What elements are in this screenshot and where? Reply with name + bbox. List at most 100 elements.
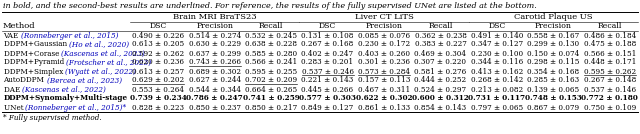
Text: 0.664 ± 0.265: 0.664 ± 0.265 bbox=[245, 85, 297, 94]
Text: 0.595 ± 0.262: 0.595 ± 0.262 bbox=[584, 68, 636, 75]
Text: 0.544 ± 0.344: 0.544 ± 0.344 bbox=[189, 85, 241, 94]
Text: Recall: Recall bbox=[259, 22, 284, 30]
Text: (Bercea et al., 2023): (Bercea et al., 2023) bbox=[47, 77, 122, 85]
Text: 0.854 ± 0.143: 0.854 ± 0.143 bbox=[414, 103, 467, 111]
Text: Carotid Plaque US: Carotid Plaque US bbox=[514, 13, 593, 21]
Text: 0.213 ± 0.082: 0.213 ± 0.082 bbox=[471, 85, 523, 94]
Text: 0.362 ± 0.238: 0.362 ± 0.238 bbox=[415, 31, 467, 40]
Text: 0.613 ± 0.205: 0.613 ± 0.205 bbox=[132, 40, 184, 49]
Text: 0.585 ± 0.280: 0.585 ± 0.280 bbox=[245, 49, 297, 57]
Text: 0.622 ± 0.302: 0.622 ± 0.302 bbox=[356, 94, 412, 103]
Text: 0.702 ± 0.209: 0.702 ± 0.209 bbox=[245, 77, 297, 85]
Text: 0.566 ± 0.241: 0.566 ± 0.241 bbox=[245, 59, 297, 66]
Text: 0.150 ± 0.074: 0.150 ± 0.074 bbox=[527, 49, 579, 57]
Text: 0.748 ± 0.153: 0.748 ± 0.153 bbox=[525, 94, 582, 103]
Text: * Fully supervised method.: * Fully supervised method. bbox=[3, 113, 102, 122]
Text: (Ronneberger et al., 2015): (Ronneberger et al., 2015) bbox=[21, 31, 118, 40]
Text: DDPM+Corase: DDPM+Corase bbox=[3, 49, 61, 57]
Text: VAE: VAE bbox=[3, 31, 21, 40]
Text: 0.743 ± 0.266: 0.743 ± 0.266 bbox=[189, 59, 241, 66]
Text: (Ho et al., 2020): (Ho et al., 2020) bbox=[69, 40, 129, 49]
Text: 0.850 ± 0.237: 0.850 ± 0.237 bbox=[189, 103, 241, 111]
Text: 0.553 ± 0.264: 0.553 ± 0.264 bbox=[132, 85, 184, 94]
Text: DDPM+Simplex: DDPM+Simplex bbox=[3, 68, 65, 75]
Text: 0.637 ± 0.299: 0.637 ± 0.299 bbox=[189, 49, 241, 57]
Text: in bold, and the second-best results are underlined. For reference, the results : in bold, and the second-best results are… bbox=[3, 2, 537, 10]
Text: (Wyatt et al., 2022): (Wyatt et al., 2022) bbox=[65, 68, 136, 75]
Text: 0.630 ± 0.229: 0.630 ± 0.229 bbox=[189, 40, 241, 49]
Text: 0.828 ± 0.223: 0.828 ± 0.223 bbox=[132, 103, 184, 111]
Text: Recall: Recall bbox=[598, 22, 622, 30]
Text: 0.445 ± 0.266: 0.445 ± 0.266 bbox=[301, 85, 354, 94]
Text: AutoDDPM: AutoDDPM bbox=[3, 77, 47, 85]
Text: 0.867 ± 0.079: 0.867 ± 0.079 bbox=[527, 103, 579, 111]
Text: 0.139 ± 0.065: 0.139 ± 0.065 bbox=[527, 85, 579, 94]
Text: Precision: Precision bbox=[535, 22, 572, 30]
Text: 0.739 ± 0.234: 0.739 ± 0.234 bbox=[130, 94, 187, 103]
Text: DSC: DSC bbox=[150, 22, 167, 30]
Text: 0.267 ± 0.168: 0.267 ± 0.168 bbox=[301, 40, 354, 49]
Text: Precision: Precision bbox=[196, 22, 233, 30]
Text: 0.620 ± 0.236: 0.620 ± 0.236 bbox=[132, 59, 184, 66]
Text: 0.629 ± 0.202: 0.629 ± 0.202 bbox=[132, 77, 184, 85]
Text: 0.298 ± 0.115: 0.298 ± 0.115 bbox=[527, 59, 580, 66]
Text: Brain MRI BraTS23: Brain MRI BraTS23 bbox=[173, 13, 257, 21]
Text: 0.344 ± 0.116: 0.344 ± 0.116 bbox=[471, 59, 523, 66]
Text: 0.268 ± 0.142: 0.268 ± 0.142 bbox=[471, 77, 523, 85]
Text: 0.230 ± 0.172: 0.230 ± 0.172 bbox=[358, 40, 410, 49]
Text: 0.486 ± 0.184: 0.486 ± 0.184 bbox=[584, 31, 636, 40]
Text: 0.402 ± 0.247: 0.402 ± 0.247 bbox=[301, 49, 354, 57]
Text: DDPM+Pyramid: DDPM+Pyramid bbox=[3, 59, 66, 66]
Text: 0.613 ± 0.257: 0.613 ± 0.257 bbox=[132, 68, 184, 75]
Text: 0.490 ± 0.226: 0.490 ± 0.226 bbox=[132, 31, 184, 40]
Text: 0.731 ± 0.117: 0.731 ± 0.117 bbox=[468, 94, 525, 103]
Text: 0.532 ± 0.245: 0.532 ± 0.245 bbox=[245, 31, 297, 40]
Text: 0.514 ± 0.274: 0.514 ± 0.274 bbox=[189, 31, 241, 40]
Text: 0.157 ± 0.113: 0.157 ± 0.113 bbox=[358, 77, 410, 85]
Text: 0.577 ± 0.303: 0.577 ± 0.303 bbox=[299, 94, 356, 103]
Text: (Kascenas et al., 2023): (Kascenas et al., 2023) bbox=[61, 49, 145, 57]
Text: 0.797 ± 0.065: 0.797 ± 0.065 bbox=[471, 103, 523, 111]
Text: 0.444 ± 0.252: 0.444 ± 0.252 bbox=[414, 77, 467, 85]
Text: 0.689 ± 0.302: 0.689 ± 0.302 bbox=[189, 68, 241, 75]
Text: 0.131 ± 0.108: 0.131 ± 0.108 bbox=[301, 31, 354, 40]
Text: DDPM+Gaussian: DDPM+Gaussian bbox=[3, 40, 69, 49]
Text: (Ronneberger et al., 2015)*: (Ronneberger et al., 2015)* bbox=[26, 103, 127, 111]
Text: 0.403 ± 0.260: 0.403 ± 0.260 bbox=[358, 49, 410, 57]
Text: 0.307 ± 0.220: 0.307 ± 0.220 bbox=[415, 59, 467, 66]
Text: 0.413 ± 0.162: 0.413 ± 0.162 bbox=[471, 68, 523, 75]
Text: 0.638 ± 0.228: 0.638 ± 0.228 bbox=[245, 40, 297, 49]
Text: 0.772 ± 0.180: 0.772 ± 0.180 bbox=[581, 94, 638, 103]
Text: (Kascenas et al., 2022): (Kascenas et al., 2022) bbox=[22, 85, 106, 94]
Text: Method: Method bbox=[3, 22, 36, 30]
Text: 0.347 ± 0.127: 0.347 ± 0.127 bbox=[471, 40, 523, 49]
Text: 0.581 ± 0.276: 0.581 ± 0.276 bbox=[414, 68, 467, 75]
Text: 0.524 ± 0.297: 0.524 ± 0.297 bbox=[414, 85, 467, 94]
Text: 0.786 ± 0.247: 0.786 ± 0.247 bbox=[186, 94, 243, 103]
Text: 0.861 ± 0.133: 0.861 ± 0.133 bbox=[358, 103, 410, 111]
Text: Liver CT LiTS: Liver CT LiTS bbox=[355, 13, 413, 21]
Text: 0.230 ± 0.100: 0.230 ± 0.100 bbox=[471, 49, 523, 57]
Text: 0.537 ± 0.146: 0.537 ± 0.146 bbox=[584, 85, 636, 94]
Text: 0.558 ± 0.167: 0.558 ± 0.167 bbox=[527, 31, 579, 40]
Text: 0.301 ± 0.236: 0.301 ± 0.236 bbox=[358, 59, 410, 66]
Text: 0.849 ± 0.127: 0.849 ± 0.127 bbox=[301, 103, 354, 111]
Text: 0.750 ± 0.109: 0.750 ± 0.109 bbox=[584, 103, 636, 111]
Text: 0.850 ± 0.217: 0.850 ± 0.217 bbox=[245, 103, 297, 111]
Text: 0.383 ± 0.227: 0.383 ± 0.227 bbox=[415, 40, 467, 49]
Text: DDPM+Synomaly+Multi-stage: DDPM+Synomaly+Multi-stage bbox=[3, 94, 127, 103]
Text: DSC: DSC bbox=[319, 22, 336, 30]
Text: 0.566 ± 0.151: 0.566 ± 0.151 bbox=[584, 49, 636, 57]
Text: (Frotscher et al., 2023): (Frotscher et al., 2023) bbox=[66, 59, 151, 66]
Text: 0.469 ± 0.304: 0.469 ± 0.304 bbox=[415, 49, 467, 57]
Text: 0.085 ± 0.076: 0.085 ± 0.076 bbox=[358, 31, 410, 40]
Text: 0.592 ± 0.262: 0.592 ± 0.262 bbox=[132, 49, 184, 57]
Text: 0.285 ± 0.163: 0.285 ± 0.163 bbox=[527, 77, 579, 85]
Text: DAE: DAE bbox=[3, 85, 22, 94]
Text: 0.221 ± 0.143: 0.221 ± 0.143 bbox=[301, 77, 354, 85]
Text: 0.600 ± 0.312: 0.600 ± 0.312 bbox=[412, 94, 469, 103]
Text: 0.475 ± 0.188: 0.475 ± 0.188 bbox=[584, 40, 636, 49]
Text: DSC: DSC bbox=[488, 22, 506, 30]
Text: 0.467 ± 0.311: 0.467 ± 0.311 bbox=[358, 85, 410, 94]
Text: 0.299 ± 0.130: 0.299 ± 0.130 bbox=[527, 40, 579, 49]
